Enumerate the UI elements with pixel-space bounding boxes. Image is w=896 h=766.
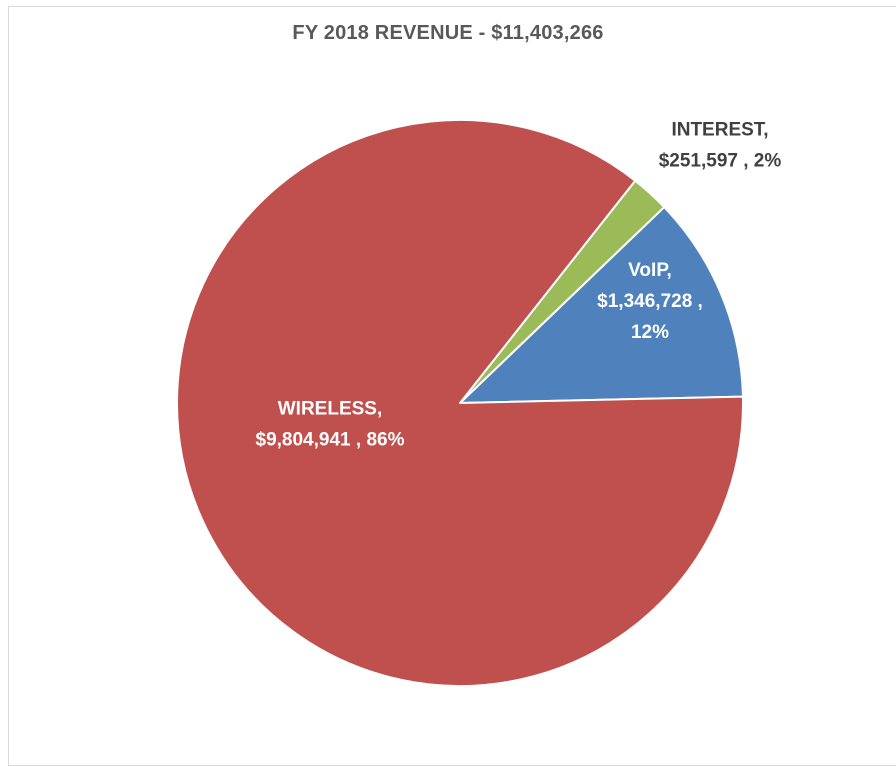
- chart-title: FY 2018 REVENUE - $11,403,266: [292, 22, 604, 44]
- data-label-line: $251,597 , 2%: [659, 151, 782, 172]
- pie-slice-wireless: [176, 119, 744, 687]
- data-label-line: $9,804,941 , 86%: [256, 430, 405, 451]
- pie-slices: [176, 119, 744, 687]
- data-label-wireless: WIRELESS, $9,804,941 , 86%: [256, 399, 405, 451]
- data-label-voip: VoIP, $1,346,728 , 12%: [597, 260, 703, 343]
- data-label-line: 12%: [631, 322, 669, 343]
- data-label-line: VoIP,: [628, 260, 672, 281]
- data-label-line: $1,346,728 ,: [597, 291, 703, 312]
- data-label-line: INTEREST,: [671, 120, 768, 141]
- data-label-line: WIRELESS,: [278, 399, 383, 420]
- pie-labels: VoIP, $1,346,728 , 12% INTEREST, $251,597 , …: [256, 120, 782, 451]
- pie-slice-voip: [459, 206, 744, 404]
- data-label-interest: INTEREST, $251,597 , 2%: [659, 120, 782, 172]
